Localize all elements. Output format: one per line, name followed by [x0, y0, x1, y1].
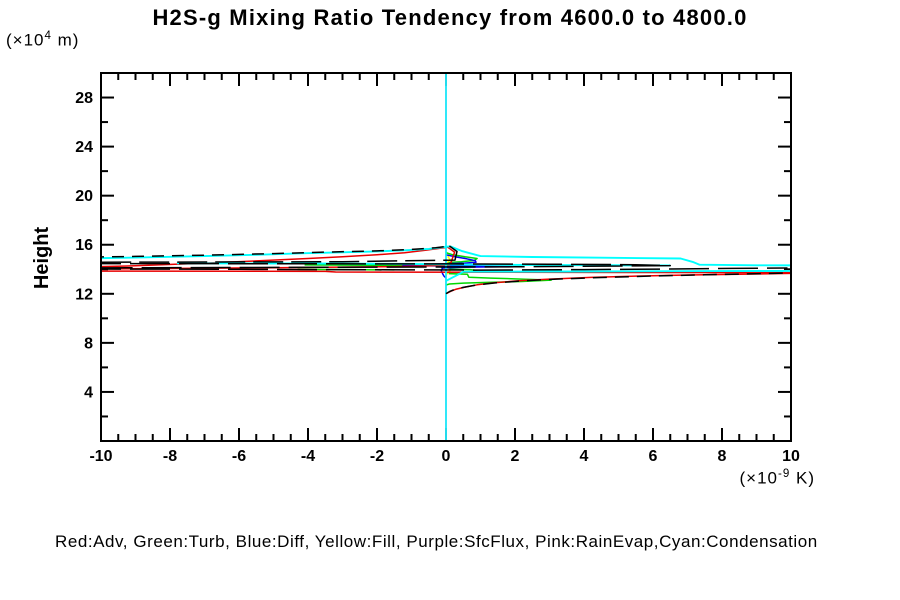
x-tick-label: 6 [649, 448, 658, 465]
x-axis-unit-label: (×10-9 K) [640, 468, 815, 489]
x-tick-label: -10 [89, 448, 112, 465]
series-color-legend: Red:Adv, Green:Turb, Blue:Diff, Yellow:F… [55, 532, 818, 551]
y-unit-exponent: 4 [44, 30, 52, 42]
y-tick-label: 4 [84, 384, 93, 401]
y-axis-unit-label: (×104 m) [6, 30, 79, 51]
series-total [101, 245, 458, 263]
x-unit-suffix: K) [790, 468, 815, 488]
y-tick-label: 12 [75, 286, 93, 303]
x-tick-label: 10 [782, 448, 800, 465]
x-tick-label: -6 [232, 448, 246, 465]
y-tick-label: 28 [75, 90, 93, 107]
series-total [101, 245, 450, 258]
x-unit-exponent: -9 [777, 468, 791, 480]
y-tick-label: 24 [75, 139, 93, 156]
x-unit-prefix: (×10 [739, 468, 778, 488]
x-tick-label: 0 [442, 448, 451, 465]
chart-title: H2S-g Mixing Ratio Tendency from 4600.0 … [152, 5, 748, 30]
series-condensation [101, 245, 451, 260]
x-tick-label: -2 [370, 448, 384, 465]
series-turb [445, 251, 478, 265]
x-tick-label: -4 [301, 448, 315, 465]
series-total [101, 262, 672, 269]
series-condensation [445, 269, 791, 282]
x-tick-label: -8 [163, 448, 177, 465]
series-total [101, 267, 788, 271]
y-tick-label: 20 [75, 188, 93, 205]
series-total [445, 272, 791, 295]
series-group [101, 73, 791, 441]
y-unit-prefix: (×10 [6, 30, 45, 50]
y-unit-suffix: m) [51, 30, 80, 50]
series-adv [101, 246, 448, 268]
plot-frame [100, 72, 792, 442]
x-tick-label: 4 [580, 448, 589, 465]
series-condensation [449, 245, 791, 267]
x-tick-label: 2 [511, 448, 520, 465]
y-tick-label: 16 [75, 237, 93, 254]
series-adv [101, 270, 791, 274]
x-tick-label: 8 [718, 448, 727, 465]
y-tick-label: 8 [84, 335, 93, 352]
